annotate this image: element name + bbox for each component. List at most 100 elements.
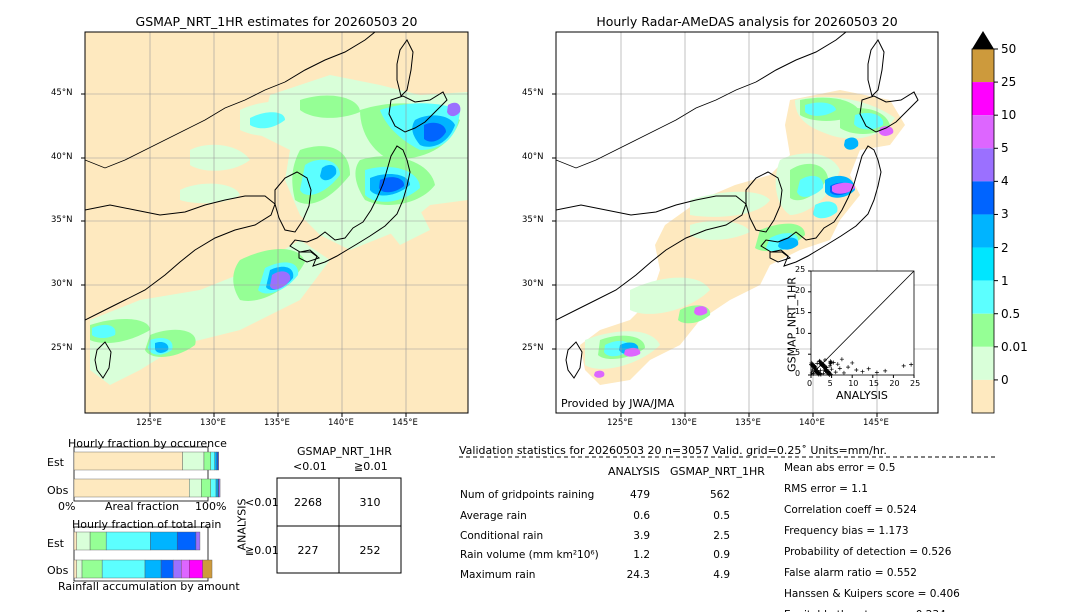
validation-score: Frequency bias = 1.173 [784,525,909,537]
colorbar-label: 1 [1001,273,1009,288]
contingency-row-0: <0.01 [245,496,279,509]
colorbar-segment [972,247,994,281]
scatter-point [827,360,832,365]
validation-row-gsmap: 2.5 [713,530,730,542]
validation-row-label: Average rain [460,510,527,522]
validation-score: False alarm ratio = 0.552 [784,567,917,579]
coastline-island [745,171,783,233]
colorbar-label: 50 [1001,42,1017,56]
radar-credit: Provided by JWA/JMA [561,397,675,410]
coastline-island [94,341,112,379]
left-map-field [85,32,468,413]
colorbar-label: 0 [1001,372,1009,387]
coastline-island [289,145,411,267]
cell-00: 2268 [294,496,322,509]
map-frame [555,31,939,414]
validation-score: Mean abs error = 0.5 [784,462,896,474]
fraction-bar-segment [210,451,215,471]
scatter-point [813,369,818,374]
coastline-island [769,251,792,263]
scatter-point [812,368,817,373]
lat-tick-label: 40°N [51,152,73,162]
fraction-occurrence-title: Hourly fraction by occurence [68,437,227,450]
fraction-bar-segment [144,559,162,579]
fraction-bar-segment [89,531,107,551]
occ-x-mid: Areal fraction [105,500,180,513]
fraction-bar-segment [73,478,190,498]
map-frame [84,31,469,414]
lat-tick-label: 45°N [522,88,544,98]
colorbar-label: 4 [1001,174,1009,189]
validation-score: Hanssen & Kuipers score = 0.406 [784,588,960,600]
scatter-xtick-label: 25 [910,379,921,388]
fraction-bar-segment [203,451,211,471]
scatter-point [810,368,815,373]
validation-row-gsmap: 4.9 [713,569,730,581]
scatter-point [823,368,828,373]
colorbar-frame [971,48,995,414]
scatter-point [831,360,836,365]
validation-row-analysis: 0.6 [633,510,650,522]
cell-10: 227 [297,544,319,557]
scatter-ytick-label: 15 [795,306,806,316]
scatter-point [817,358,822,363]
scatter-point [866,366,871,371]
validation-row-gsmap: 0.5 [713,510,730,522]
coastline-island [565,341,583,379]
contingency-row-1: ≧0.01 [245,544,279,557]
coastline-island [274,171,312,233]
scatter-point [829,367,834,372]
fraction-bar-segment [101,559,146,579]
val-col-gsmap: GSMAP_NRT_1HR [670,465,765,478]
colorbar [971,31,998,414]
fraction-bar-segment [189,559,203,579]
scatter-ytick-label: 0 [795,369,801,378]
cell-11: 252 [359,544,381,557]
lon-tick-label: 140°E [799,418,825,428]
fraction-bar-segment [73,531,77,551]
coastline-mainland [85,195,276,321]
scatter-point [821,371,826,376]
occ-row-obs: Obs [47,484,69,497]
scatter-point [835,362,840,367]
tot-xlabel: Rainfall accumulation by amount [58,580,240,593]
coastline-island [396,39,414,97]
colorbar-segment [972,214,994,248]
validation-row-label: Conditional rain [460,530,544,542]
fraction-bar-segment [218,478,221,498]
tot-row-est: Est [47,537,64,550]
scatter-xtick-label: 20 [889,379,900,388]
colorbar-segment [972,49,994,83]
fraction-total-title: Hourly fraction of total rain [72,518,222,531]
lon-tick-label: 125°E [136,418,162,428]
fraction-bar-segment [150,531,178,551]
colorbar-segment [972,313,994,347]
scatter-xtick-label: 10 [848,379,859,388]
validation-row-analysis: 24.3 [626,569,650,581]
fraction-bar-segment [172,559,182,579]
map-overlay-0 [85,32,468,413]
coastline-island [760,145,882,267]
scatter-inset [808,270,915,378]
fraction-bar-segment [195,531,201,551]
coastline-island [388,91,448,133]
colorbar-label: 0.01 [1001,339,1028,354]
scatter-ytick-label: 10 [795,327,806,337]
coastline-continent [556,81,757,169]
scatter-diagonal [810,270,915,376]
scatter-point [818,362,823,367]
scatter-point [811,371,816,376]
scatter-point [874,370,879,375]
lat-tick-label: 30°N [522,279,544,289]
tot-row-obs: Obs [47,564,69,577]
lon-tick-label: 130°E [200,418,226,428]
colorbar-label: 5 [1001,141,1009,156]
coastline-north [755,32,847,83]
lat-tick-label: 30°N [51,279,73,289]
lon-tick-label: 135°E [735,418,761,428]
scatter-point [854,368,859,373]
fraction-bar-segment [189,478,202,498]
scatter-point [883,368,888,373]
scatter-point [850,360,855,365]
